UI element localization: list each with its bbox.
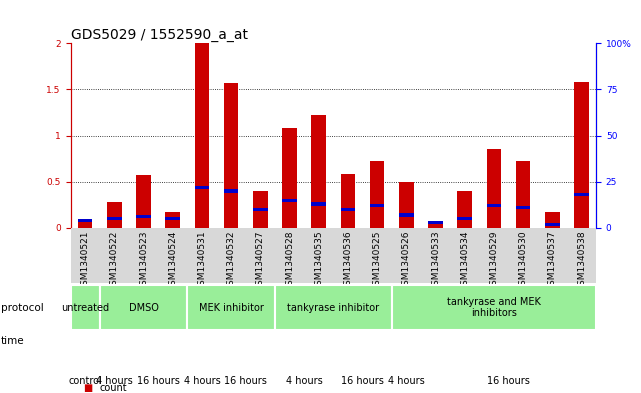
Text: 16 hours: 16 hours: [341, 376, 384, 386]
Text: control: control: [68, 376, 102, 386]
Bar: [224, 189, 238, 193]
Text: MEK inhibitor: MEK inhibitor: [199, 303, 263, 312]
Text: ■: ■: [83, 383, 92, 393]
Text: untreated: untreated: [61, 303, 109, 312]
Text: GSM1340532: GSM1340532: [227, 231, 236, 291]
Text: DMSO: DMSO: [129, 303, 158, 312]
Text: GSM1340529: GSM1340529: [490, 231, 499, 291]
Text: GSM1340522: GSM1340522: [110, 231, 119, 291]
Bar: [458, 191, 472, 228]
Bar: [399, 213, 413, 217]
Text: GSM1340524: GSM1340524: [168, 231, 177, 291]
Bar: [107, 217, 122, 220]
Text: protocol: protocol: [1, 303, 44, 312]
Bar: [282, 198, 297, 202]
Text: GSM1340530: GSM1340530: [519, 231, 528, 291]
Text: GSM1340538: GSM1340538: [577, 231, 586, 291]
Bar: [312, 202, 326, 206]
Text: GSM1340531: GSM1340531: [197, 231, 206, 291]
Bar: [275, 285, 392, 330]
Bar: [545, 212, 560, 228]
Text: GSM1340521: GSM1340521: [81, 231, 90, 291]
Text: 16 hours: 16 hours: [137, 376, 179, 386]
Text: GSM1340534: GSM1340534: [460, 231, 469, 291]
Bar: [195, 185, 209, 189]
Bar: [71, 228, 596, 283]
Bar: [399, 182, 413, 228]
Bar: [428, 221, 443, 224]
Text: 4 hours: 4 hours: [286, 376, 322, 386]
Text: GSM1340535: GSM1340535: [314, 231, 323, 291]
Bar: [312, 115, 326, 228]
Bar: [545, 222, 560, 226]
Bar: [370, 160, 385, 228]
Bar: [282, 128, 297, 228]
Bar: [458, 217, 472, 220]
Bar: [137, 215, 151, 219]
Bar: [516, 206, 531, 209]
Bar: [78, 219, 92, 222]
Bar: [165, 217, 180, 220]
Text: GSM1340536: GSM1340536: [344, 231, 353, 291]
Text: 4 hours: 4 hours: [183, 376, 221, 386]
Text: count: count: [99, 383, 127, 393]
Bar: [574, 193, 589, 196]
Text: tankyrase and MEK
inhibitors: tankyrase and MEK inhibitors: [447, 297, 541, 318]
Bar: [100, 285, 187, 330]
Text: 16 hours: 16 hours: [224, 376, 267, 386]
Bar: [487, 204, 501, 208]
Bar: [340, 174, 355, 228]
Text: 4 hours: 4 hours: [96, 376, 133, 386]
Bar: [71, 285, 100, 330]
Text: GSM1340527: GSM1340527: [256, 231, 265, 291]
Bar: [370, 204, 385, 208]
Text: tankyrase inhibitor: tankyrase inhibitor: [287, 303, 379, 312]
Bar: [165, 212, 180, 228]
Bar: [137, 175, 151, 228]
Bar: [340, 208, 355, 211]
Bar: [392, 285, 596, 330]
Text: GSM1340526: GSM1340526: [402, 231, 411, 291]
Text: time: time: [1, 336, 24, 346]
Text: GSM1340533: GSM1340533: [431, 231, 440, 291]
Text: GSM1340537: GSM1340537: [548, 231, 557, 291]
Bar: [195, 43, 209, 228]
Bar: [224, 83, 238, 228]
Bar: [107, 202, 122, 228]
Text: 16 hours: 16 hours: [487, 376, 530, 386]
Text: GSM1340525: GSM1340525: [372, 231, 381, 291]
Bar: [574, 82, 589, 228]
Text: GDS5029 / 1552590_a_at: GDS5029 / 1552590_a_at: [71, 28, 247, 42]
Bar: [428, 220, 443, 228]
Text: GSM1340528: GSM1340528: [285, 231, 294, 291]
Bar: [487, 149, 501, 228]
Bar: [78, 220, 92, 228]
Bar: [253, 191, 268, 228]
Text: GSM1340523: GSM1340523: [139, 231, 148, 291]
Text: 4 hours: 4 hours: [388, 376, 425, 386]
Bar: [253, 208, 268, 211]
Bar: [516, 162, 531, 228]
Bar: [187, 285, 275, 330]
